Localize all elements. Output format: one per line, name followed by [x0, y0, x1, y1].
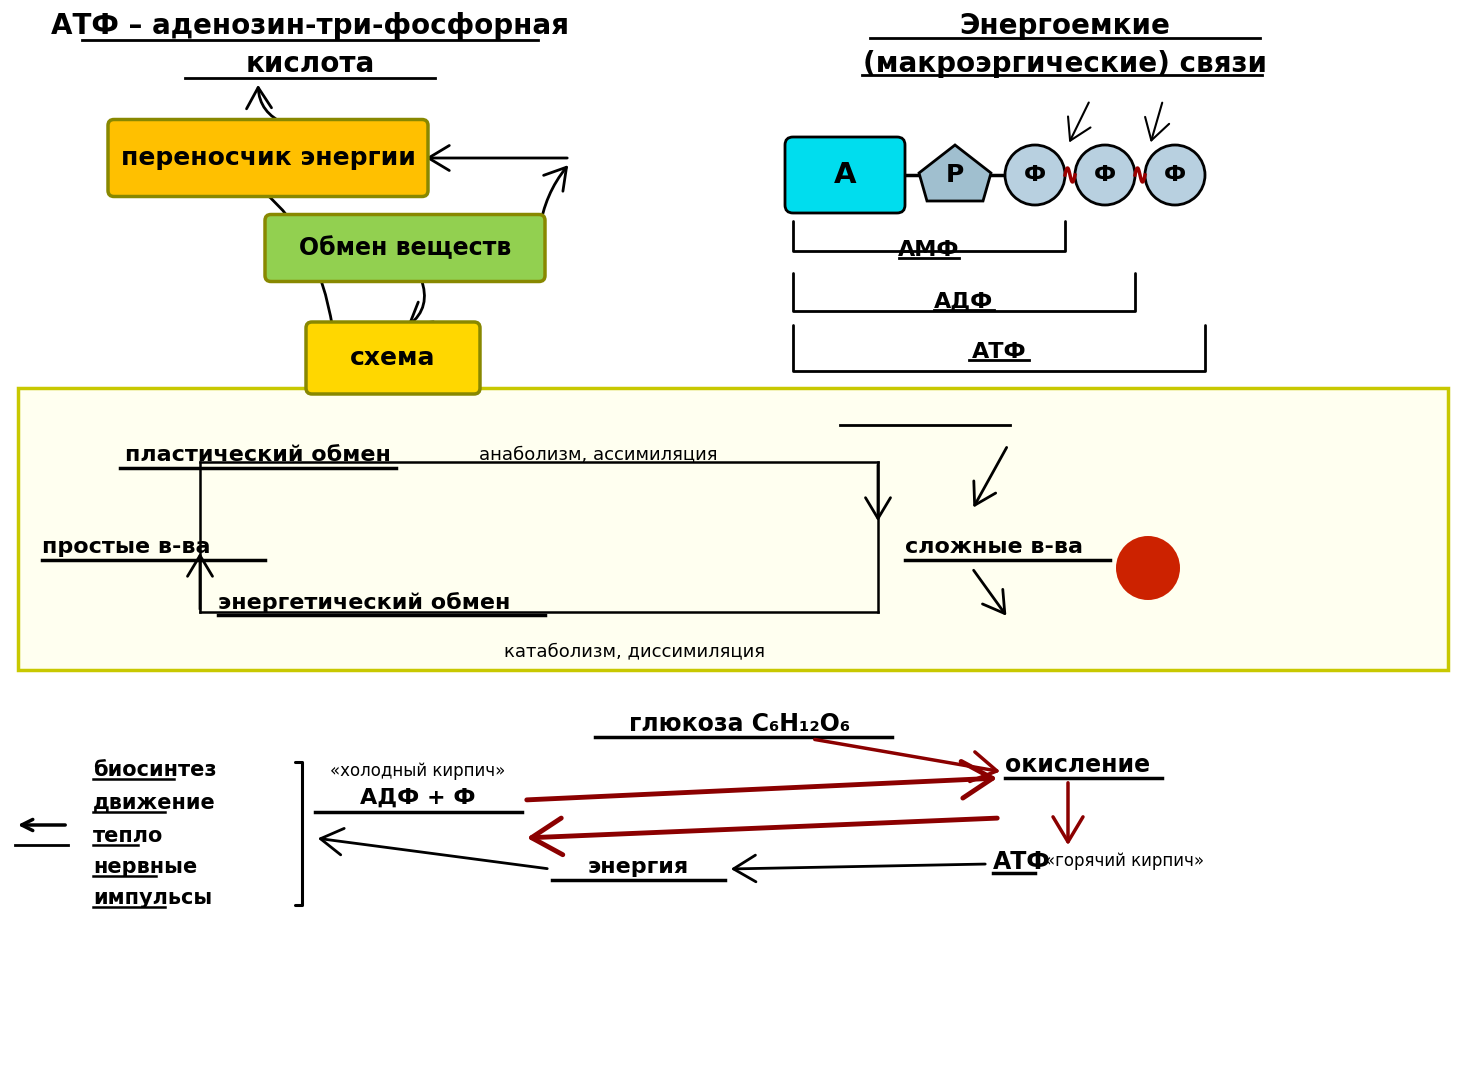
Text: Ф: Ф [1165, 165, 1186, 185]
Text: окисление: окисление [1005, 753, 1150, 777]
Text: Ф: Ф [1024, 165, 1046, 185]
Text: Ф: Ф [1094, 165, 1116, 185]
Text: АМФ: АМФ [898, 240, 960, 260]
Text: переносчик энергии: переносчик энергии [120, 146, 415, 170]
Text: А: А [834, 161, 856, 189]
Text: Обмен веществ: Обмен веществ [298, 236, 511, 260]
Text: (макроэргические) связи: (макроэргические) связи [863, 50, 1267, 78]
Text: Энергоемкие: Энергоемкие [960, 12, 1170, 40]
Text: АТФ – аденозин-три-фосфорная: АТФ – аденозин-три-фосфорная [51, 12, 569, 40]
Circle shape [1116, 536, 1181, 600]
Text: «холодный кирпич»: «холодный кирпич» [331, 762, 506, 780]
Text: АДФ: АДФ [935, 292, 993, 312]
Polygon shape [919, 145, 990, 201]
FancyBboxPatch shape [18, 388, 1448, 670]
Text: Р: Р [947, 163, 964, 187]
Text: АДФ + Ф: АДФ + Ф [360, 788, 475, 808]
Text: схема: схема [350, 346, 436, 370]
Text: движение: движение [94, 793, 215, 813]
FancyBboxPatch shape [108, 119, 429, 196]
Text: энергетический обмен: энергетический обмен [218, 592, 511, 613]
Text: глюкоза C₆H₁₂O₆: глюкоза C₆H₁₂O₆ [629, 712, 850, 736]
Text: сложные в-ва: сложные в-ва [906, 536, 1083, 557]
Text: простые в-ва: простые в-ва [42, 536, 211, 557]
FancyBboxPatch shape [786, 137, 906, 214]
Circle shape [1146, 145, 1206, 205]
Text: «горячий кирпич»: «горячий кирпич» [1045, 852, 1204, 870]
FancyBboxPatch shape [306, 322, 480, 394]
Text: импульсы: импульсы [94, 888, 212, 908]
Text: АТФ: АТФ [971, 342, 1027, 362]
Text: АТФ: АТФ [993, 850, 1050, 874]
Text: тепло: тепло [94, 826, 164, 846]
Text: катаболизм, диссимиляция: катаболизм, диссимиляция [505, 642, 765, 660]
FancyBboxPatch shape [265, 215, 546, 281]
Text: биосинтез: биосинтез [94, 760, 217, 780]
Circle shape [1075, 145, 1135, 205]
Text: пластический обмен: пластический обмен [124, 445, 391, 465]
Text: кислота: кислота [246, 50, 375, 78]
Circle shape [1005, 145, 1065, 205]
Text: энергия: энергия [587, 857, 689, 877]
Text: анаболизм, ассимиляция: анаболизм, ассимиляция [478, 445, 717, 464]
Text: нервные: нервные [94, 857, 198, 877]
